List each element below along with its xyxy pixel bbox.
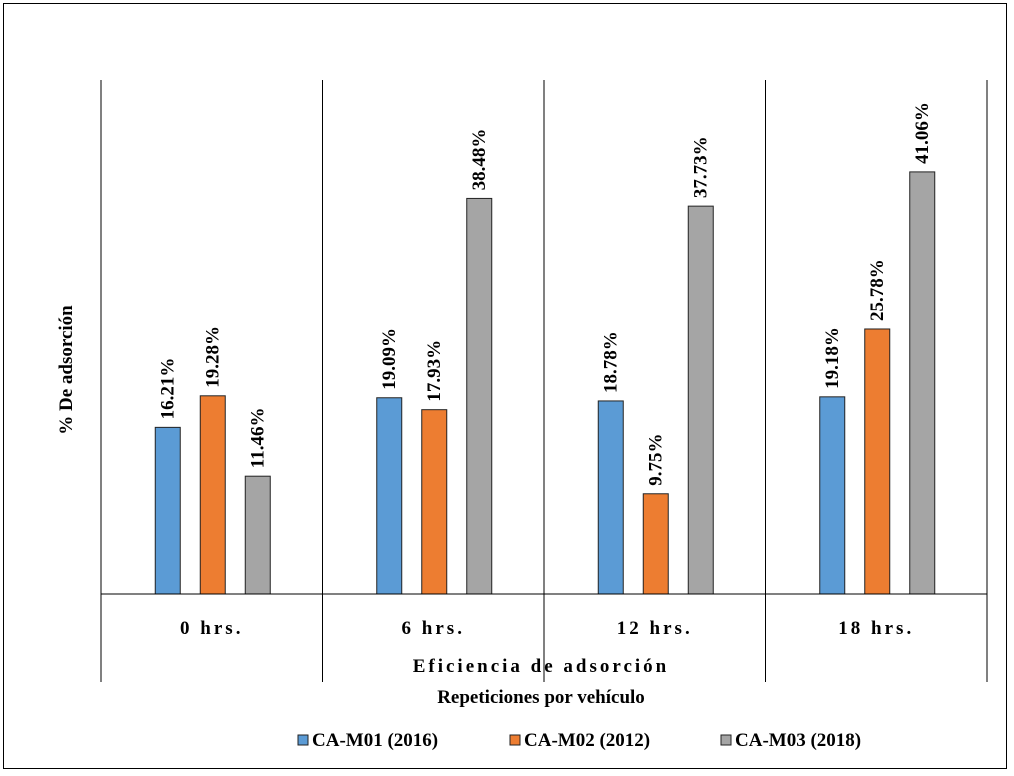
x-tick-label: 12 hrs. <box>617 618 693 639</box>
x-tick-label: 0 hrs. <box>180 618 243 639</box>
data-label: 16.21% <box>158 358 179 420</box>
legend-label: CA-M03 (2018) <box>735 730 861 751</box>
data-label: 17.93% <box>424 340 445 402</box>
bars <box>154 171 936 595</box>
data-label: 37.73% <box>691 136 712 198</box>
bar <box>244 475 271 595</box>
data-label: 11.46% <box>248 407 269 468</box>
bar <box>819 396 846 595</box>
bar <box>154 426 181 595</box>
bar <box>421 409 448 595</box>
bar <box>466 197 493 595</box>
bar <box>199 395 226 595</box>
bar <box>864 328 891 595</box>
legend-label: CA-M01 (2016) <box>312 730 438 751</box>
data-label: 19.18% <box>822 327 843 389</box>
bar <box>597 400 624 595</box>
x-axis-title: Eficiencia de adsorción <box>413 656 670 677</box>
data-label: 18.78% <box>601 331 622 393</box>
bar <box>376 397 403 595</box>
data-label: 38.48% <box>469 129 490 191</box>
legend: CA-M01 (2016) CA-M02 (2012) CA-M03 (2018) <box>297 730 861 751</box>
legend-swatch <box>720 734 732 746</box>
legend-swatch <box>509 734 521 746</box>
x-tick-label: 18 hrs. <box>838 618 914 639</box>
data-label: 19.09% <box>379 328 400 390</box>
legend-label: CA-M02 (2012) <box>524 730 650 751</box>
x-tick-label: 6 hrs. <box>402 618 465 639</box>
bar <box>642 493 669 595</box>
x-tick-labels: 0 hrs. 6 hrs. 12 hrs. 18 hrs. <box>180 618 914 639</box>
x-axis-subtitle: Repeticiones por vehículo <box>437 687 645 708</box>
bar <box>909 171 936 595</box>
y-axis-title: % De adsorción <box>56 305 77 435</box>
data-label: 19.28% <box>203 326 224 388</box>
data-label: 9.75% <box>646 434 667 486</box>
data-label: 41.06% <box>912 102 933 164</box>
category-dividers <box>100 80 988 682</box>
legend-swatch <box>297 734 309 746</box>
chart-frame <box>3 3 1007 769</box>
data-labels: 16.21% 19.28% 11.46% 19.09% 17.93% 38.48% 18.7… <box>158 102 934 486</box>
bar <box>687 205 714 595</box>
data-label: 25.78% <box>867 259 888 321</box>
